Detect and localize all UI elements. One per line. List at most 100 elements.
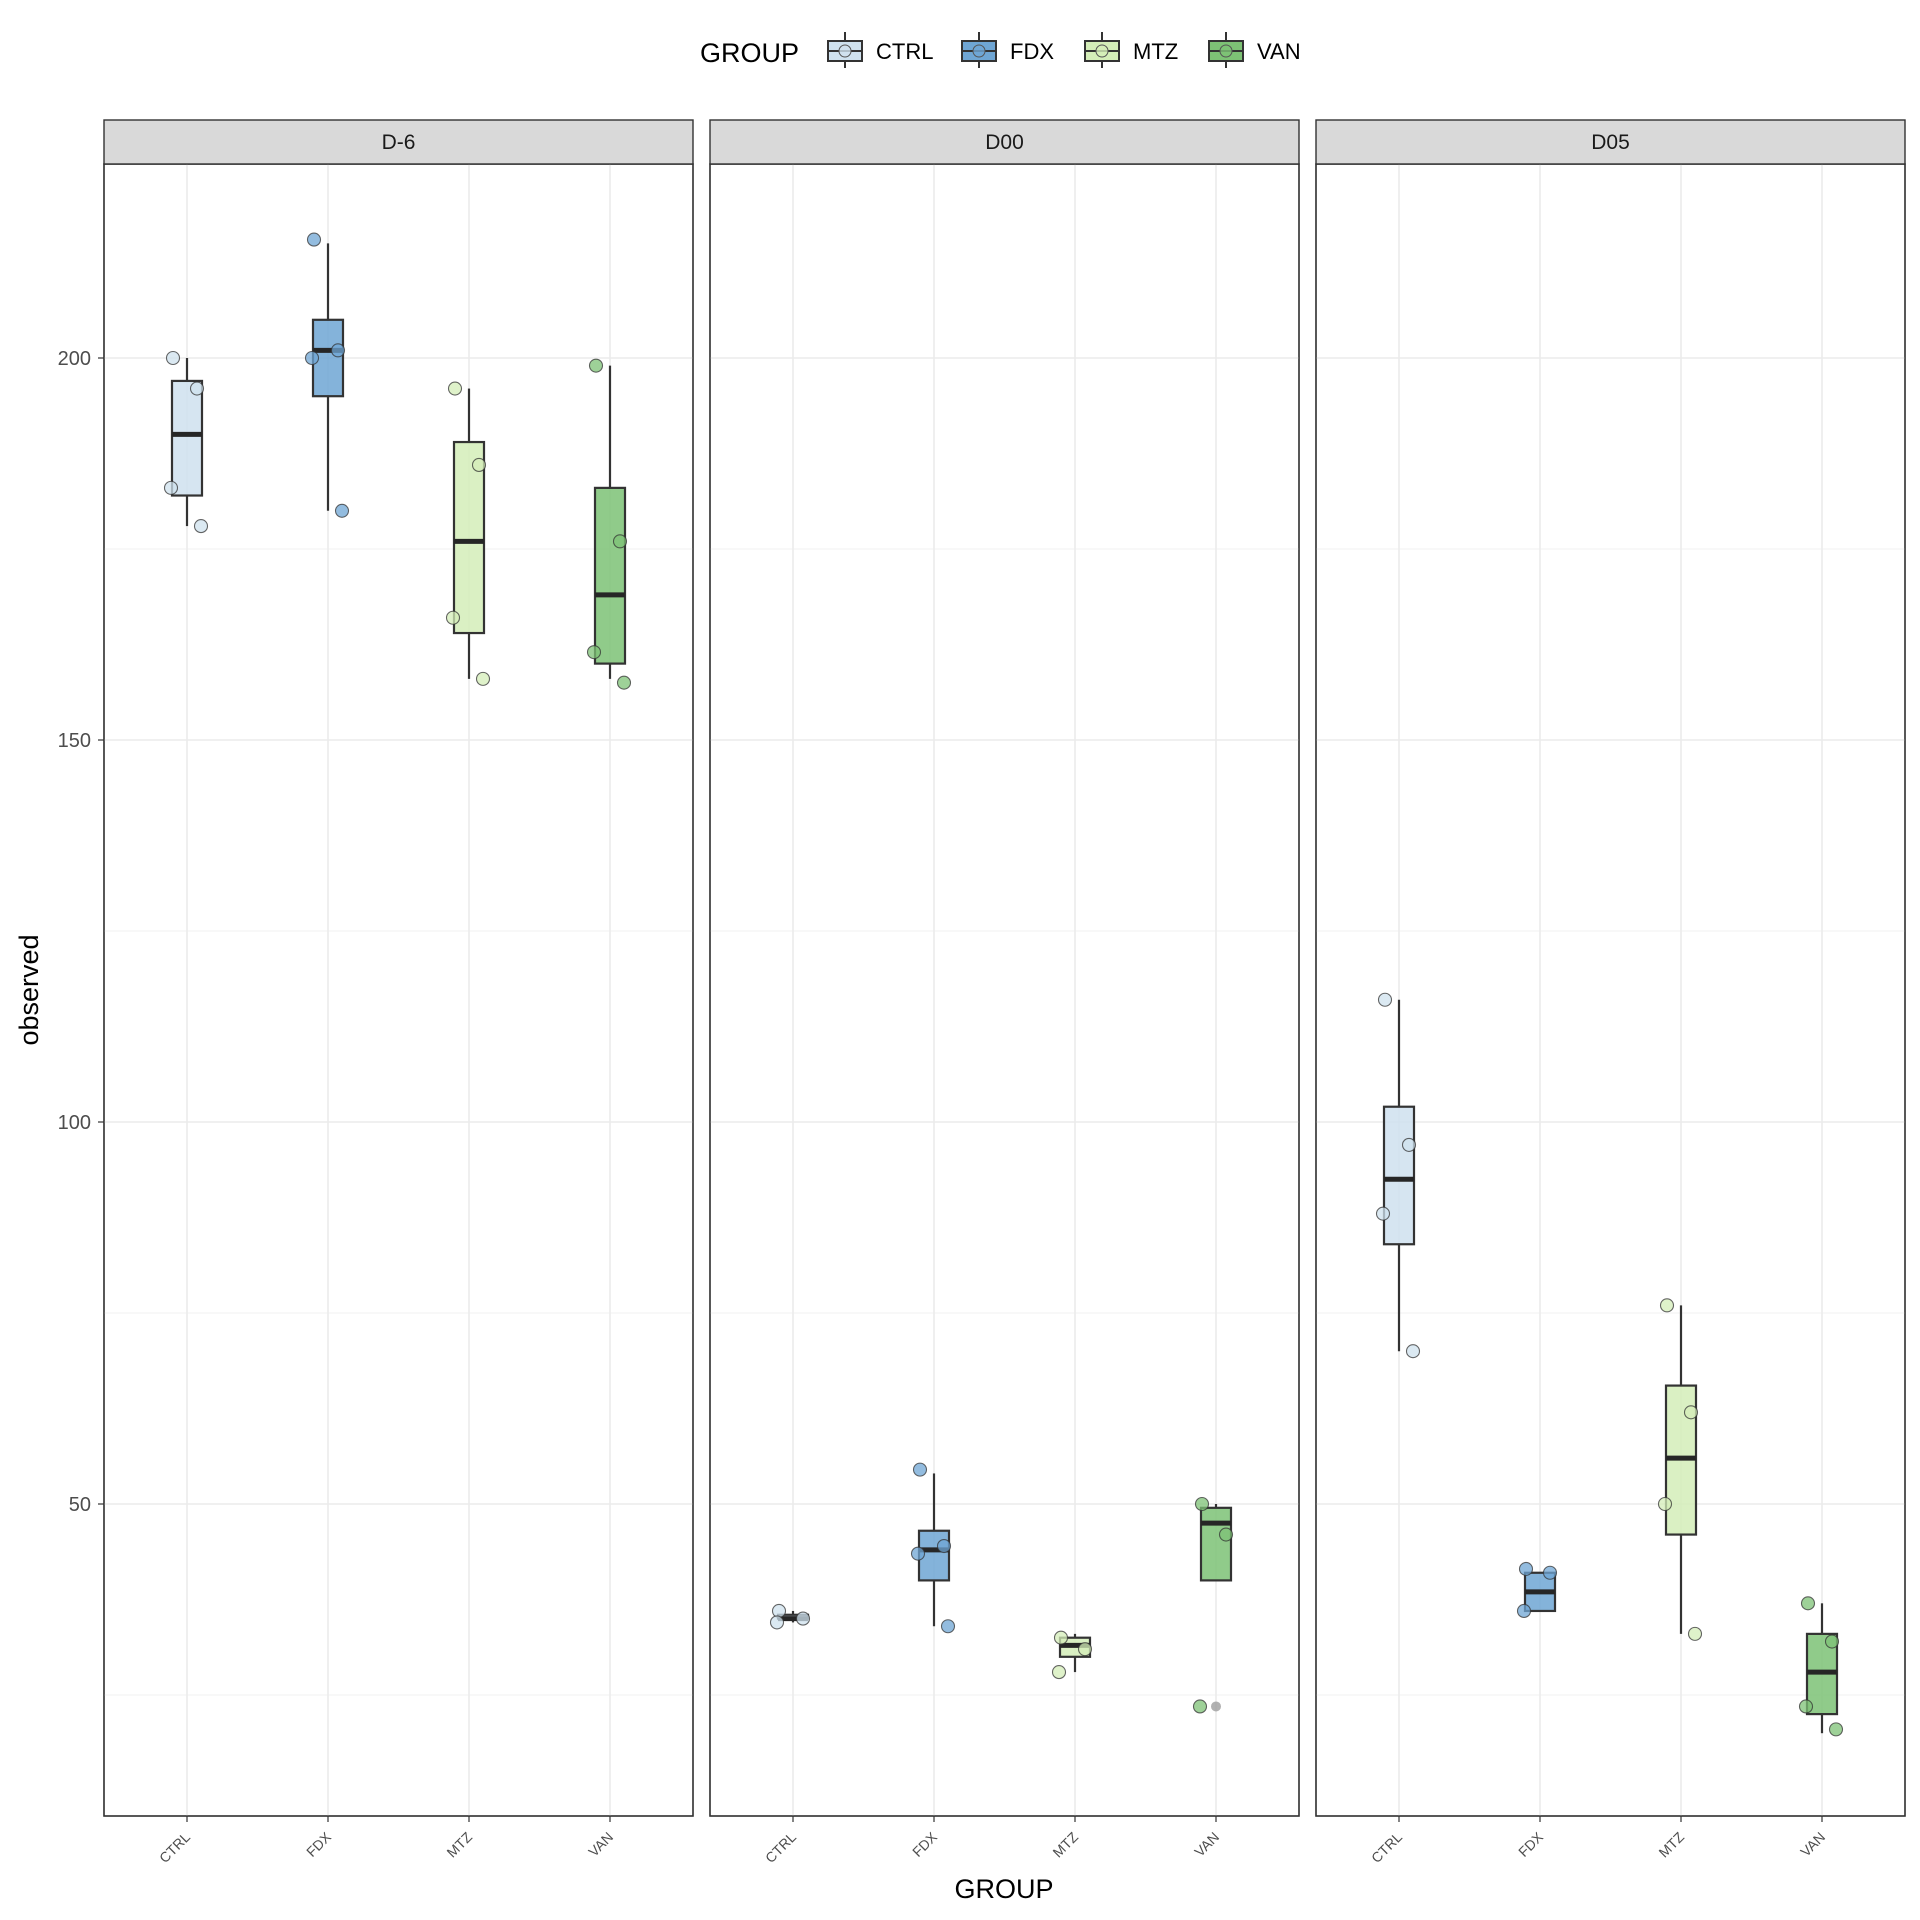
data-point bbox=[1401, 1137, 1417, 1152]
facet-panel-d00: D00 CTRL FDX MTZ VAN bbox=[709, 119, 1300, 1866]
y-tick-label: 150 bbox=[58, 730, 91, 752]
x-tick-label: VAN bbox=[1191, 1829, 1222, 1860]
data-point bbox=[769, 1615, 785, 1630]
boxplot-van bbox=[586, 358, 632, 690]
data-point bbox=[165, 350, 181, 366]
data-point bbox=[193, 519, 209, 534]
y-tick-label: 200 bbox=[58, 348, 91, 370]
data-point bbox=[612, 534, 628, 549]
data-point bbox=[588, 358, 604, 373]
box-iqr bbox=[593, 486, 627, 665]
data-point bbox=[771, 1603, 787, 1619]
data-point bbox=[912, 1462, 928, 1477]
data-point bbox=[1824, 1634, 1840, 1649]
data-point bbox=[1053, 1630, 1069, 1645]
legend-label: VAN bbox=[1257, 39, 1301, 64]
data-point bbox=[910, 1546, 926, 1561]
data-point bbox=[475, 671, 491, 686]
data-point bbox=[1683, 1405, 1699, 1420]
data-point bbox=[1798, 1699, 1814, 1714]
panel-background bbox=[1315, 163, 1906, 1817]
x-tick-label: VAN bbox=[1797, 1829, 1828, 1860]
x-tick-label: CTRL bbox=[1368, 1829, 1405, 1866]
facet-strip bbox=[103, 119, 694, 165]
legend-label: MTZ bbox=[1133, 39, 1178, 64]
outlier-point bbox=[1211, 1701, 1221, 1712]
legend-label: CTRL bbox=[876, 39, 933, 64]
facet-strip-label: D00 bbox=[985, 131, 1024, 154]
facet-strip bbox=[709, 119, 1300, 165]
data-point bbox=[189, 381, 205, 396]
data-point bbox=[334, 503, 350, 518]
data-point bbox=[1194, 1496, 1210, 1512]
boxplot-ctrl bbox=[769, 1603, 811, 1630]
data-point bbox=[795, 1611, 811, 1626]
box-iqr bbox=[1382, 1105, 1416, 1246]
legend-key-point bbox=[972, 44, 986, 58]
x-tick-label: MTZ bbox=[443, 1828, 475, 1860]
data-point bbox=[586, 645, 602, 660]
x-tick-label: FDX bbox=[1515, 1828, 1547, 1860]
data-point bbox=[447, 381, 463, 396]
data-point bbox=[1192, 1699, 1208, 1714]
x-tick-label: MTZ bbox=[1049, 1828, 1081, 1860]
data-point bbox=[1405, 1344, 1421, 1359]
data-point bbox=[936, 1538, 952, 1554]
data-point bbox=[304, 350, 320, 366]
x-tick-label: VAN bbox=[585, 1829, 616, 1860]
legend-item-mtz: MTZ bbox=[1084, 32, 1178, 68]
boxplot-ctrl bbox=[163, 350, 209, 534]
y-tick-label: 100 bbox=[58, 1112, 91, 1134]
facet-panel-d05: D05 CTRL FDX MTZ VAN bbox=[1315, 119, 1906, 1866]
data-point bbox=[1687, 1626, 1703, 1641]
boxplot-mtz bbox=[1657, 1298, 1703, 1641]
legend-title: GROUP bbox=[700, 38, 799, 68]
boxplot-fdx bbox=[910, 1462, 956, 1634]
data-point bbox=[1077, 1642, 1093, 1657]
x-tick-label: FDX bbox=[909, 1828, 941, 1860]
data-point bbox=[1516, 1603, 1532, 1619]
legend-key-point bbox=[1219, 44, 1233, 58]
legend-item-van: VAN bbox=[1208, 32, 1301, 68]
data-point bbox=[940, 1619, 956, 1634]
box-iqr bbox=[170, 379, 204, 497]
boxplot-van bbox=[1192, 1496, 1234, 1714]
box-iqr bbox=[1199, 1506, 1233, 1582]
x-tick-label: MTZ bbox=[1655, 1828, 1687, 1860]
legend-item-fdx: FDX bbox=[961, 32, 1054, 68]
data-point bbox=[1828, 1722, 1844, 1737]
data-point bbox=[1518, 1561, 1534, 1576]
legend-key-point bbox=[1095, 44, 1109, 58]
y-tick-label: 50 bbox=[69, 1494, 91, 1516]
data-point bbox=[330, 343, 346, 358]
facet-panels: D-6 CTRL FDX MTZ VAN D00 CTRL FDX MTZ VAN D05 CTRL F… bbox=[58, 119, 1906, 1866]
data-point bbox=[1218, 1527, 1234, 1542]
facet-strip bbox=[1315, 119, 1906, 165]
data-point bbox=[1377, 992, 1393, 1007]
legend-key-point bbox=[838, 44, 852, 58]
x-tick-label: FDX bbox=[303, 1828, 335, 1860]
boxplot-van bbox=[1798, 1596, 1844, 1737]
x-tick-label: CTRL bbox=[156, 1829, 193, 1866]
facet-panel-d-6: D-6 CTRL FDX MTZ VAN bbox=[103, 119, 694, 1866]
data-point bbox=[1375, 1206, 1391, 1221]
data-point bbox=[445, 610, 461, 625]
data-point bbox=[616, 675, 632, 690]
legend-item-ctrl: CTRL bbox=[827, 32, 933, 68]
data-point bbox=[1542, 1565, 1558, 1580]
data-point bbox=[306, 232, 322, 247]
boxplot-fdx bbox=[1516, 1561, 1558, 1619]
data-point bbox=[1657, 1496, 1673, 1512]
data-point bbox=[1800, 1596, 1816, 1611]
facet-strip-label: D-6 bbox=[382, 131, 416, 154]
boxplot-ctrl bbox=[1375, 992, 1421, 1359]
boxplot-mtz bbox=[1051, 1630, 1093, 1680]
x-tick-label: CTRL bbox=[762, 1829, 799, 1866]
boxplot-fdx bbox=[304, 232, 350, 518]
data-point bbox=[1659, 1298, 1675, 1313]
legend-label: FDX bbox=[1010, 39, 1054, 64]
legend: GROUP CTRL FDX MTZ VAN bbox=[700, 32, 1301, 68]
x-axis-title: GROUP bbox=[954, 1874, 1053, 1904]
box-iqr bbox=[452, 440, 486, 635]
